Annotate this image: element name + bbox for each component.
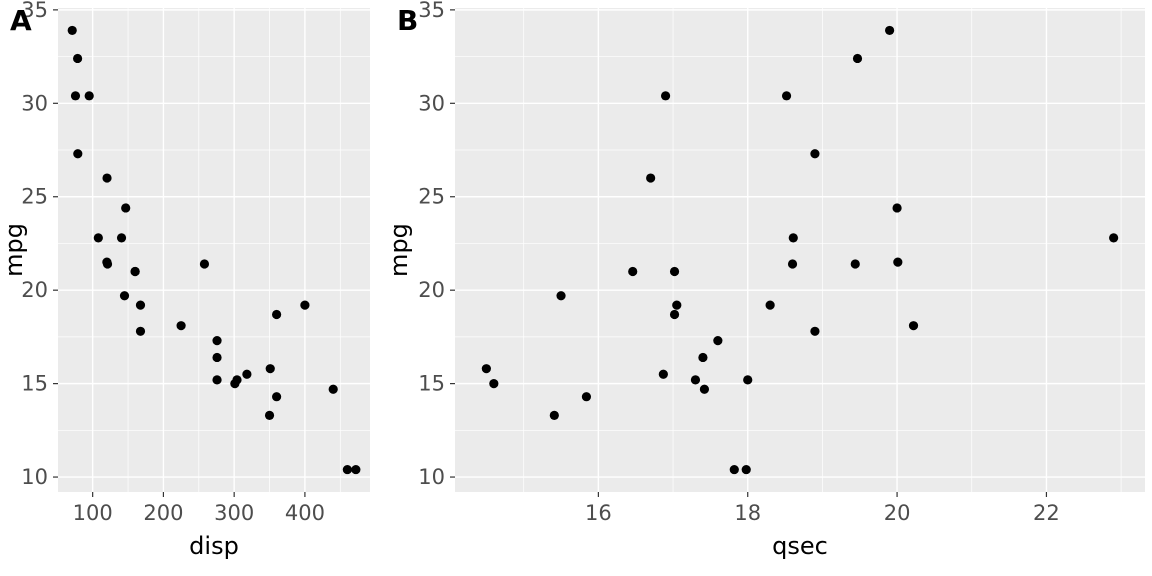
scatter-plot-mpg-vs-disp: 100 200 300 400 10 15 20 25 30 35 disp mpg: [0, 0, 370, 560]
panel-a-tag: A: [10, 4, 32, 37]
data-point: [102, 173, 112, 183]
x-axis-title: disp: [189, 532, 239, 560]
data-point: [810, 149, 820, 159]
data-point: [102, 259, 113, 269]
data-point: [885, 25, 895, 36]
data-point: [669, 266, 680, 277]
x-tick-label: 18: [734, 501, 761, 525]
y-axis-title: mpg: [385, 223, 413, 277]
y-tick-label: 20: [418, 278, 445, 302]
data-point: [549, 410, 559, 420]
data-point: [660, 91, 671, 101]
data-point: [669, 309, 680, 320]
y-tick-label: 35: [418, 0, 445, 22]
x-tick-label: 20: [884, 501, 911, 525]
data-point: [852, 53, 863, 64]
data-point: [672, 300, 682, 310]
data-point: [135, 326, 146, 336]
data-point: [628, 266, 638, 277]
x-tick-label: 400: [285, 501, 325, 525]
data-point: [176, 321, 186, 331]
data-point: [264, 410, 275, 420]
data-point: [265, 364, 275, 374]
y-tick-label: 35: [21, 0, 48, 22]
data-point: [212, 352, 222, 363]
data-point: [84, 91, 94, 101]
scatter-plot-mpg-vs-qsec: 16 18 20 22 10 15 20 25 30 35 qsec mpg: [385, 0, 1145, 560]
data-point: [242, 369, 252, 379]
data-point: [212, 336, 222, 346]
data-point: [850, 259, 860, 269]
data-point: [73, 149, 83, 159]
data-point: [212, 375, 222, 385]
data-point: [892, 203, 902, 213]
data-point: [781, 91, 792, 101]
data-point: [1109, 233, 1119, 243]
data-point: [581, 392, 592, 402]
data-point: [300, 300, 310, 310]
y-tick-label: 30: [418, 91, 445, 115]
y-tick-label: 25: [418, 185, 445, 209]
data-point: [199, 259, 210, 269]
y-tick-label: 25: [21, 185, 48, 209]
y-tick-label: 15: [21, 372, 48, 396]
data-point: [743, 375, 753, 385]
data-point: [788, 233, 798, 243]
data-point: [713, 336, 723, 346]
y-axis-title: mpg: [0, 223, 28, 277]
data-point: [556, 291, 566, 301]
y-tick-label: 10: [21, 465, 48, 489]
x-tick-label: 200: [143, 501, 183, 525]
y-tick-label: 20: [21, 278, 48, 302]
data-point: [765, 300, 775, 310]
data-point: [690, 375, 701, 385]
data-point: [810, 326, 820, 336]
data-point: [698, 352, 708, 363]
data-point: [72, 53, 83, 64]
data-point: [741, 464, 751, 475]
data-point: [121, 203, 131, 213]
plot-panel-background: [58, 8, 370, 492]
data-point: [70, 91, 81, 101]
x-tick-label: 16: [585, 501, 612, 525]
panel-a: A 100 200 300 400 10 15 20 25 30 35 disp mpg: [0, 0, 377, 576]
data-point: [893, 257, 903, 267]
x-tick-label: 100: [73, 501, 113, 525]
data-point: [658, 369, 668, 379]
data-point: [729, 464, 739, 475]
data-point: [67, 25, 77, 36]
plot-panel-background: [455, 8, 1145, 492]
data-point: [135, 300, 146, 310]
x-tick-label: 22: [1033, 501, 1060, 525]
y-tick-label: 10: [418, 465, 445, 489]
data-point: [272, 309, 282, 320]
data-point: [230, 379, 240, 389]
panel-b: B 16 18 20 22 10 15 20 25 30 35 qsec mpg: [377, 0, 1152, 576]
data-point: [699, 384, 710, 394]
data-point: [489, 379, 499, 389]
panel-b-tag: B: [397, 4, 419, 37]
x-axis-title: qsec: [772, 532, 828, 560]
data-point: [130, 266, 140, 277]
data-point: [908, 321, 919, 331]
data-point: [481, 364, 491, 374]
x-tick-label: 300: [214, 501, 254, 525]
data-point: [351, 464, 361, 475]
y-tick-label: 30: [21, 91, 48, 115]
data-point: [328, 384, 338, 394]
data-point: [119, 291, 130, 301]
data-point: [646, 173, 656, 183]
data-point: [116, 233, 127, 243]
y-tick-label: 15: [418, 372, 445, 396]
data-point: [787, 259, 798, 269]
data-point: [342, 464, 352, 475]
data-point: [93, 233, 103, 243]
data-point: [272, 392, 282, 402]
